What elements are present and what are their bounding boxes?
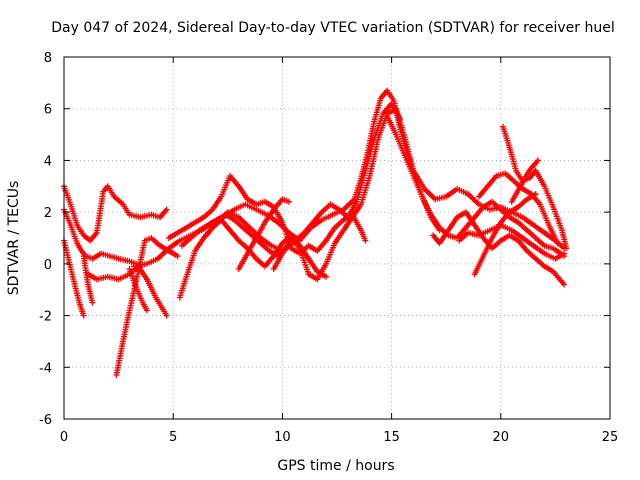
series-markers [113, 235, 181, 378]
series-markers [178, 100, 404, 260]
series-markers [80, 253, 96, 306]
series-markers [61, 183, 170, 244]
y-tick-label: 0 [44, 258, 52, 273]
series-arc6 [113, 235, 181, 378]
series-arc16 [430, 209, 568, 288]
series-arc18 [471, 191, 539, 278]
series-markers [471, 191, 539, 278]
y-tick-label: -4 [39, 361, 52, 376]
series-arc1 [61, 183, 170, 244]
series-markers [384, 113, 568, 260]
y-tick-label: 6 [44, 103, 52, 118]
x-tick-label: 15 [383, 430, 400, 445]
y-tick-label: 8 [44, 51, 52, 66]
series-arc4 [80, 253, 96, 306]
series-arc15 [384, 113, 568, 260]
y-tick-label: 4 [44, 154, 52, 169]
plot-frame [63, 56, 611, 420]
series-markers [500, 123, 570, 252]
series-markers [508, 157, 541, 205]
series-arc12 [203, 209, 286, 254]
x-tick-label: 20 [493, 430, 510, 445]
series-trace [238, 198, 290, 270]
y-tick-label: 2 [44, 206, 52, 221]
data-series [61, 87, 570, 378]
x-tick-label: 10 [274, 430, 291, 445]
y-axis-label: SDTVAR / TECUs [6, 181, 22, 296]
series-markers [456, 222, 568, 262]
x-tick-label: 5 [169, 430, 177, 445]
series-markers [235, 196, 292, 272]
x-tick-label: 0 [60, 430, 68, 445]
series-arc13 [235, 196, 292, 272]
x-tick-label: 25 [602, 430, 619, 445]
chart-title: Day 047 of 2024, Sidereal Day-to-day VTE… [51, 20, 614, 36]
series-arc21 [508, 157, 541, 205]
x-axis-label: GPS time / hours [277, 458, 394, 474]
series-arc7 [126, 266, 150, 314]
axis-ticks: 0 5 10 15 20 25 -6 -4 -2 0 2 4 6 8 [39, 51, 618, 445]
y-tick-label: -6 [39, 413, 52, 428]
series-arc3 [61, 237, 87, 319]
series-markers [126, 266, 150, 314]
series-arc20 [500, 123, 570, 252]
y-tick-label: -2 [39, 310, 52, 325]
series-arc17 [456, 222, 568, 262]
series-markers [430, 209, 568, 288]
